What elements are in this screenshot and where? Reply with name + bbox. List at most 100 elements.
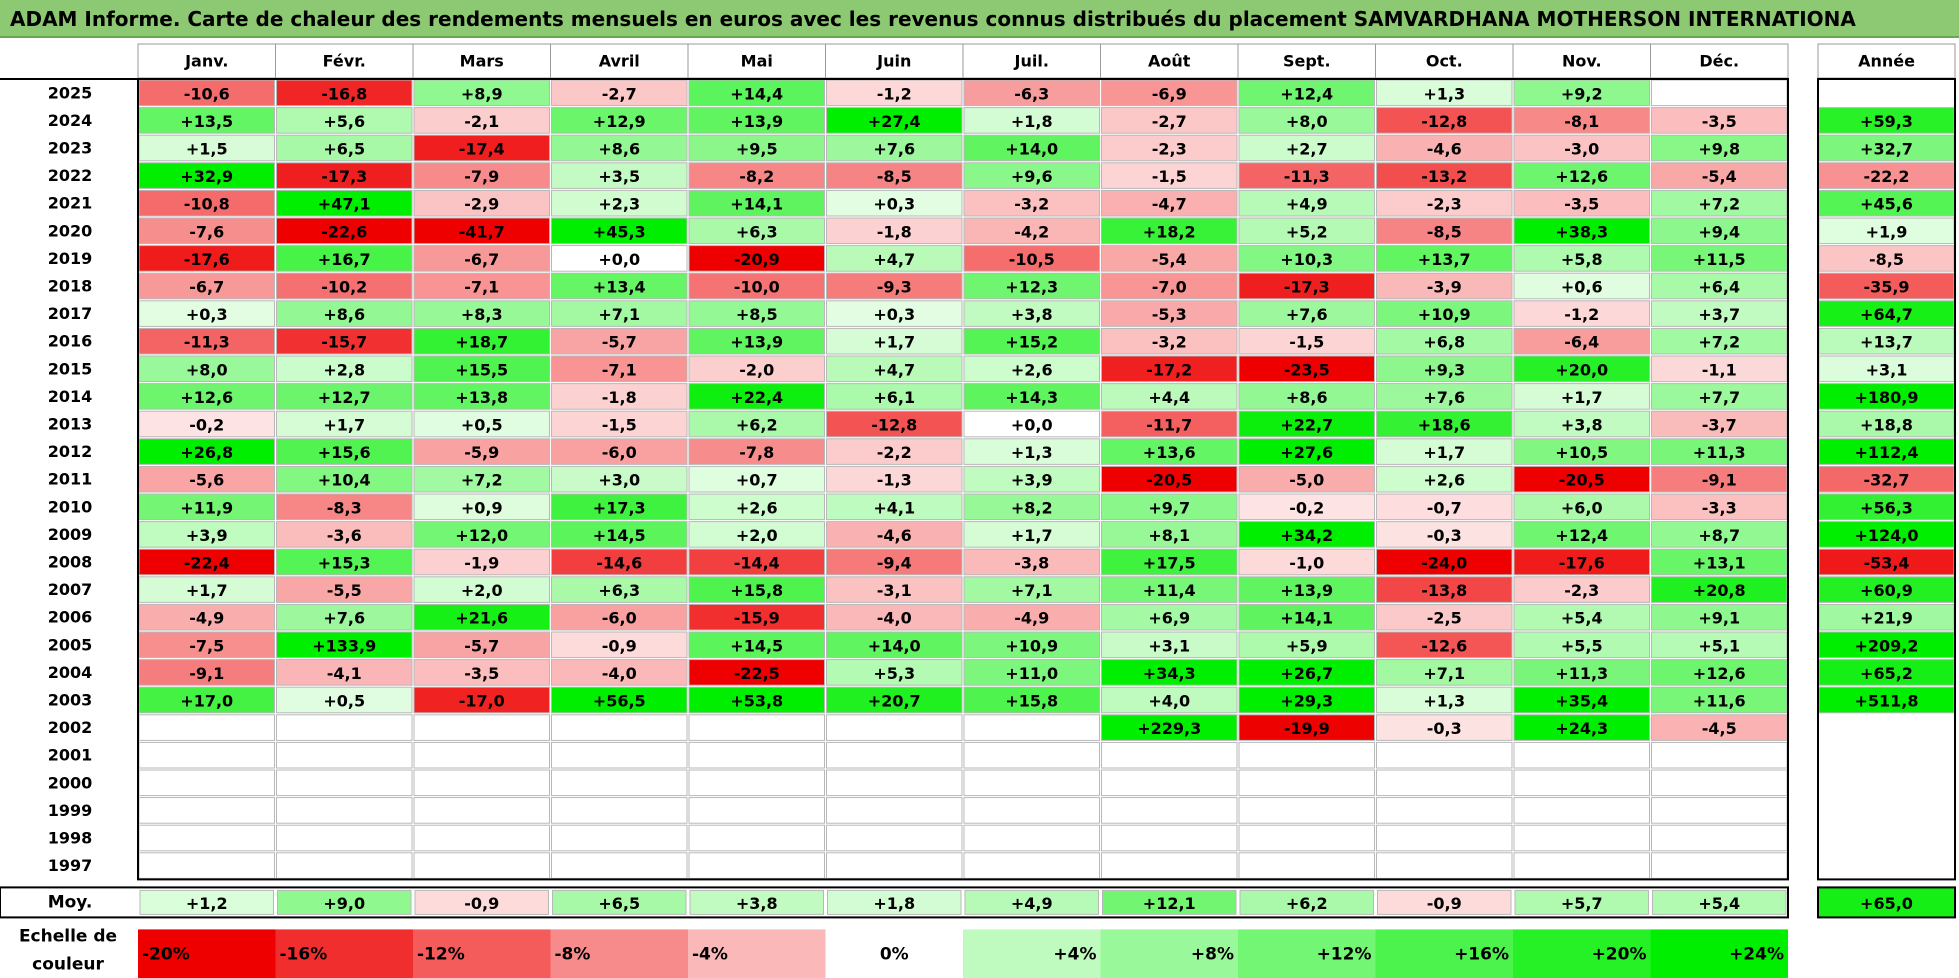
cell-value: +32,9 <box>180 167 233 186</box>
cell-value: +24,3 <box>1555 719 1608 738</box>
cell-value: +16,7 <box>318 250 371 269</box>
cell-value: +9,2 <box>1561 84 1603 103</box>
cell-value: -5,7 <box>464 636 499 655</box>
cell-value: -8,3 <box>327 498 362 517</box>
heatmap-cell <box>963 107 1100 134</box>
annual-value: +18,8 <box>1860 416 1913 435</box>
cell-value: +9,4 <box>1698 222 1740 241</box>
cell-value: -5,9 <box>464 443 499 462</box>
cell-value: +18,7 <box>455 333 508 352</box>
cell-value: -9,1 <box>1702 471 1737 490</box>
heatmap-cell <box>413 686 550 714</box>
cell-value: +0,3 <box>186 305 228 324</box>
heatmap-cell <box>1376 714 1513 741</box>
cell-value: -7,5 <box>189 636 224 655</box>
cell-value: +10,5 <box>1555 443 1608 462</box>
heatmap-cell <box>1376 576 1513 603</box>
heatmap-cell <box>1238 714 1375 741</box>
heatmap-cell <box>826 438 963 465</box>
cell-value: -2,3 <box>1427 195 1462 214</box>
heatmap-cell <box>413 438 550 465</box>
heatmap-cell <box>1238 603 1375 631</box>
year-label: 2014 <box>48 387 93 406</box>
year-label: 2009 <box>48 525 93 544</box>
cell-value: -0,7 <box>1427 498 1462 517</box>
cell-value: +0,5 <box>323 692 365 711</box>
heatmap-cell <box>963 383 1100 410</box>
annual-value: -32,7 <box>1863 471 1909 490</box>
heatmap-cell <box>413 79 550 107</box>
heatmap-cell <box>413 852 550 879</box>
heatmap-cell <box>688 245 825 272</box>
cell-value: +11,3 <box>1693 443 1746 462</box>
heatmap-cell <box>1376 383 1513 410</box>
month-header-cell <box>1650 43 1789 79</box>
heatmap-cell <box>826 383 963 410</box>
cell-value: +11,9 <box>180 498 233 517</box>
annual-value: +3,1 <box>1866 360 1908 379</box>
heatmap-cell <box>551 162 688 189</box>
heatmap-cell <box>1238 659 1375 686</box>
heatmap-cell <box>963 824 1100 852</box>
cell-value: -16,8 <box>321 84 367 103</box>
cell-value: +3,9 <box>186 526 228 545</box>
year-label: 1999 <box>48 801 93 820</box>
cell-value: -1,5 <box>602 416 637 435</box>
cell-value: +12,4 <box>1555 526 1608 545</box>
heatmap-cell <box>276 410 413 438</box>
cell-value: +2,0 <box>461 581 503 600</box>
annual-cell <box>1818 521 1955 548</box>
cell-value: +3,7 <box>1698 305 1740 324</box>
heatmap-cell <box>1651 355 1788 383</box>
average-cell <box>1239 889 1374 915</box>
heatmap-cell <box>688 272 825 300</box>
cell-value: -15,7 <box>321 333 367 352</box>
cell-value: -14,4 <box>734 554 780 573</box>
cell-value: -0,2 <box>189 416 224 435</box>
heatmap-cell <box>276 300 413 327</box>
cell-value: +12,0 <box>455 526 508 545</box>
heatmap-cell <box>1101 355 1238 383</box>
cell-value: +10,3 <box>1280 250 1333 269</box>
heatmap-cell <box>413 383 550 410</box>
annual-cell <box>1819 825 1954 851</box>
scale-swatch <box>138 929 276 978</box>
cell-value: -1,3 <box>877 471 912 490</box>
cell-value: +14,4 <box>730 84 783 103</box>
annual-header: Année <box>1858 52 1915 71</box>
heatmap-cell <box>138 327 275 355</box>
cell-value: +53,8 <box>730 692 783 711</box>
heatmap-cell <box>1101 327 1238 355</box>
year-label: 2025 <box>48 83 93 102</box>
heatmap-cell <box>413 824 550 852</box>
cell-value: +10,9 <box>1005 636 1058 655</box>
heatmap-cell <box>1513 438 1650 465</box>
average-value: +4,9 <box>1011 894 1053 913</box>
heatmap-cell <box>1238 162 1375 189</box>
cell-value: +0,5 <box>461 416 503 435</box>
cell-value: -3,5 <box>464 664 499 683</box>
cell-value: +5,6 <box>323 112 365 131</box>
heatmap-cell <box>1376 659 1513 686</box>
heatmap-cell <box>1651 714 1788 741</box>
annual-value: +1,9 <box>1866 222 1908 241</box>
heatmap-cell <box>688 576 825 603</box>
year-label: 2001 <box>48 746 93 765</box>
cell-value: +0,0 <box>598 250 640 269</box>
heatmap-cell <box>1513 79 1650 107</box>
cell-value: +15,5 <box>455 360 508 379</box>
average-cell <box>552 889 687 915</box>
cell-value: +20,8 <box>1693 581 1746 600</box>
cell-value: +11,4 <box>1143 581 1196 600</box>
annual-cell <box>1818 686 1955 714</box>
heatmap-cell <box>1376 245 1513 272</box>
cell-value: +5,3 <box>873 664 915 683</box>
cell-value: -7,1 <box>602 360 637 379</box>
average-value: +3,8 <box>736 894 778 913</box>
cell-value: +12,6 <box>1555 167 1608 186</box>
heatmap-cell <box>551 576 688 603</box>
cell-value: +8,5 <box>736 305 778 324</box>
heatmap-cell <box>138 383 275 410</box>
heatmap-cell <box>1101 493 1238 521</box>
heatmap-cell <box>1376 272 1513 300</box>
